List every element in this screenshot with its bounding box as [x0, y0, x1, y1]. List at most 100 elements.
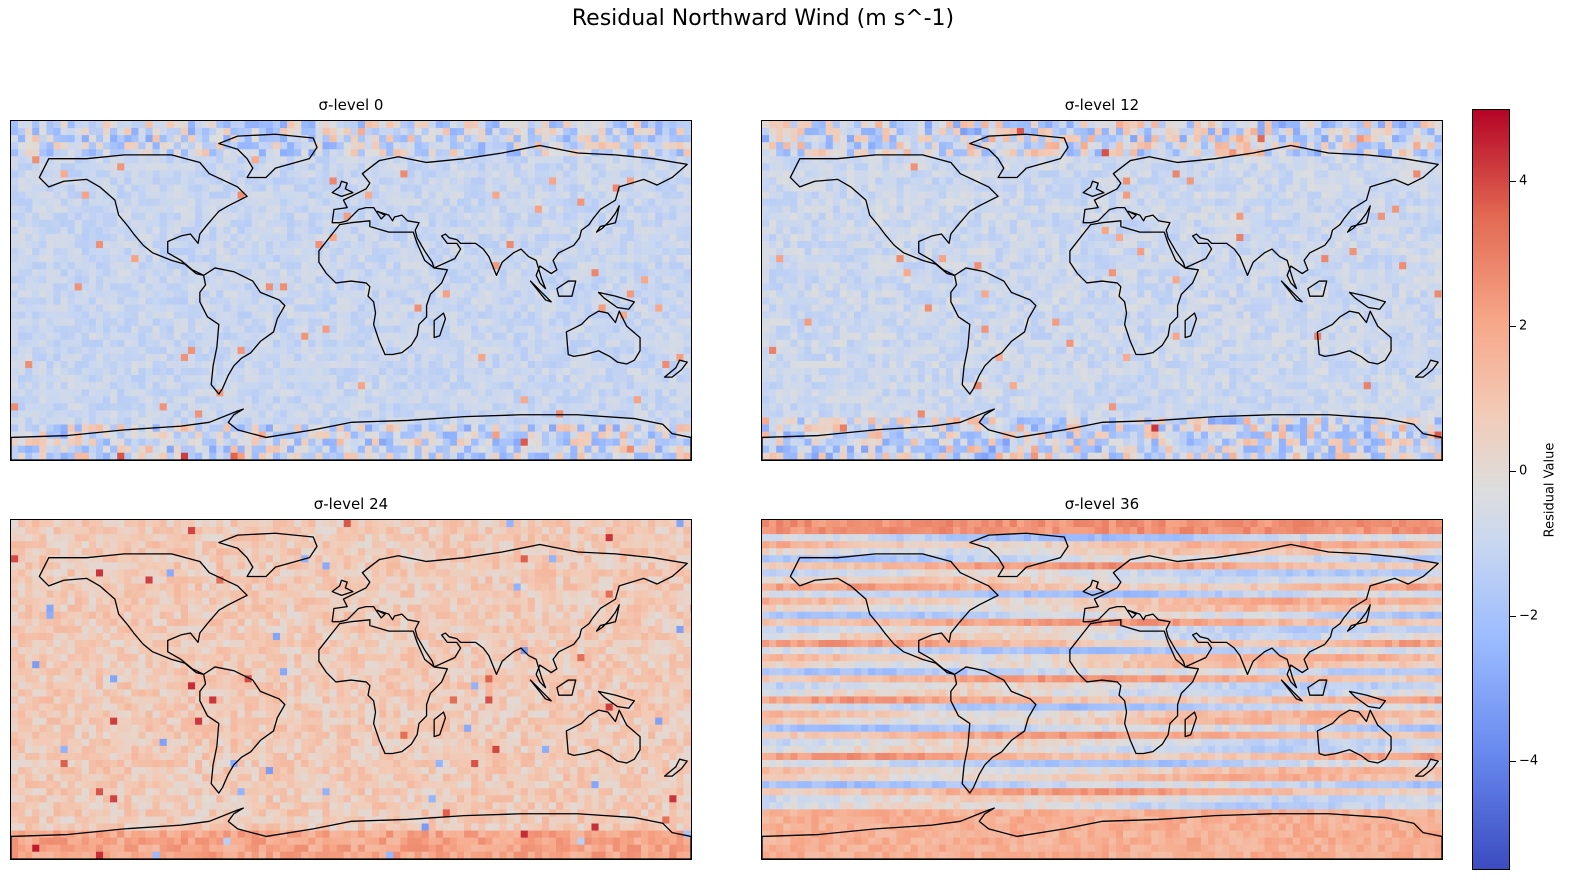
residual-cell	[570, 431, 578, 440]
residual-cell	[669, 332, 677, 341]
residual-cell	[336, 431, 345, 440]
residual-cell	[435, 283, 444, 291]
residual-cell	[138, 191, 146, 200]
residual-cell	[152, 325, 161, 334]
residual-cell	[435, 276, 444, 284]
residual-cell	[180, 396, 189, 404]
residual-cell	[648, 396, 656, 404]
residual-cell	[492, 135, 500, 143]
residual-cell	[556, 198, 564, 207]
residual-cell	[95, 276, 104, 284]
residual-cell	[591, 368, 599, 376]
residual-cell	[322, 135, 330, 143]
residual-cell	[138, 417, 146, 425]
residual-cell	[88, 177, 97, 185]
residual-cell	[364, 403, 373, 411]
residual-cell	[520, 311, 529, 320]
residual-cell	[350, 255, 359, 263]
residual-cell	[336, 262, 345, 270]
residual-cell	[393, 325, 401, 334]
residual-cell	[216, 339, 224, 348]
residual-cell	[173, 290, 182, 298]
residual-cell	[103, 368, 111, 376]
residual-cell	[520, 353, 529, 362]
residual-cell	[336, 163, 345, 171]
residual-cell	[294, 410, 302, 418]
residual-cell	[499, 438, 507, 447]
residual-cell	[584, 205, 592, 214]
residual-cell	[25, 205, 33, 214]
residual-cell	[350, 276, 359, 284]
residual-cell	[287, 184, 295, 192]
residual-cell	[145, 332, 153, 341]
residual-cell	[506, 219, 515, 228]
residual-cell	[534, 403, 543, 411]
residual-cell	[294, 219, 302, 228]
residual-cell	[103, 233, 111, 242]
residual-cell	[626, 283, 635, 291]
residual-cell	[173, 332, 182, 341]
residual-cell	[336, 290, 345, 298]
residual-cell	[180, 276, 189, 284]
residual-cell	[946, 121, 954, 129]
residual-cell	[584, 142, 592, 150]
residual-cell	[74, 297, 83, 305]
residual-cell	[180, 226, 189, 235]
residual-cell	[32, 304, 40, 312]
residual-cell	[357, 339, 366, 348]
residual-cell	[39, 445, 47, 454]
residual-cell	[46, 156, 54, 164]
residual-cell	[187, 135, 196, 143]
residual-cell	[315, 360, 323, 369]
residual-cell	[577, 276, 585, 284]
residual-cell	[428, 226, 437, 235]
residual-cell	[124, 135, 132, 143]
residual-cell	[393, 438, 401, 447]
residual-cell	[1342, 128, 1350, 136]
residual-cell	[556, 445, 564, 454]
residual-cell	[202, 389, 210, 397]
residual-cell	[655, 283, 663, 291]
residual-cell	[372, 198, 380, 207]
residual-cell	[492, 297, 500, 305]
residual-cell	[520, 389, 529, 397]
residual-cell	[258, 396, 267, 404]
residual-cell	[329, 269, 338, 277]
residual-cell	[591, 417, 599, 425]
residual-cell	[591, 191, 599, 200]
residual-cell	[520, 445, 529, 454]
residual-cell	[18, 290, 26, 298]
residual-cell	[308, 431, 316, 440]
residual-cell	[18, 269, 26, 277]
residual-cell	[605, 424, 614, 432]
residual-cell	[527, 311, 536, 320]
residual-cell	[60, 389, 69, 397]
residual-cell	[39, 269, 47, 277]
residual-cell	[648, 184, 656, 192]
residual-cell	[414, 452, 422, 460]
residual-cell	[478, 438, 486, 447]
residual-cell	[95, 424, 104, 432]
residual-cell	[25, 226, 33, 235]
residual-cell	[32, 353, 40, 362]
residual-cell	[166, 360, 175, 369]
residual-cell	[534, 452, 543, 460]
residual-cell	[152, 360, 161, 369]
residual-cell	[117, 248, 125, 256]
residual-cell	[81, 149, 90, 157]
residual-cell	[527, 226, 536, 235]
residual-cell	[272, 339, 281, 348]
residual-cell	[329, 198, 338, 207]
residual-cell	[244, 283, 253, 291]
residual-cell	[131, 233, 139, 242]
residual-cell	[343, 255, 352, 263]
residual-cell	[237, 142, 246, 150]
residual-cell	[322, 410, 330, 418]
residual-cell	[258, 311, 267, 320]
residual-cell	[25, 417, 33, 425]
residual-cell	[612, 156, 621, 164]
coastline-path	[565, 310, 641, 365]
residual-cell	[25, 452, 33, 460]
residual-cell	[287, 346, 295, 355]
residual-cell	[265, 304, 274, 312]
